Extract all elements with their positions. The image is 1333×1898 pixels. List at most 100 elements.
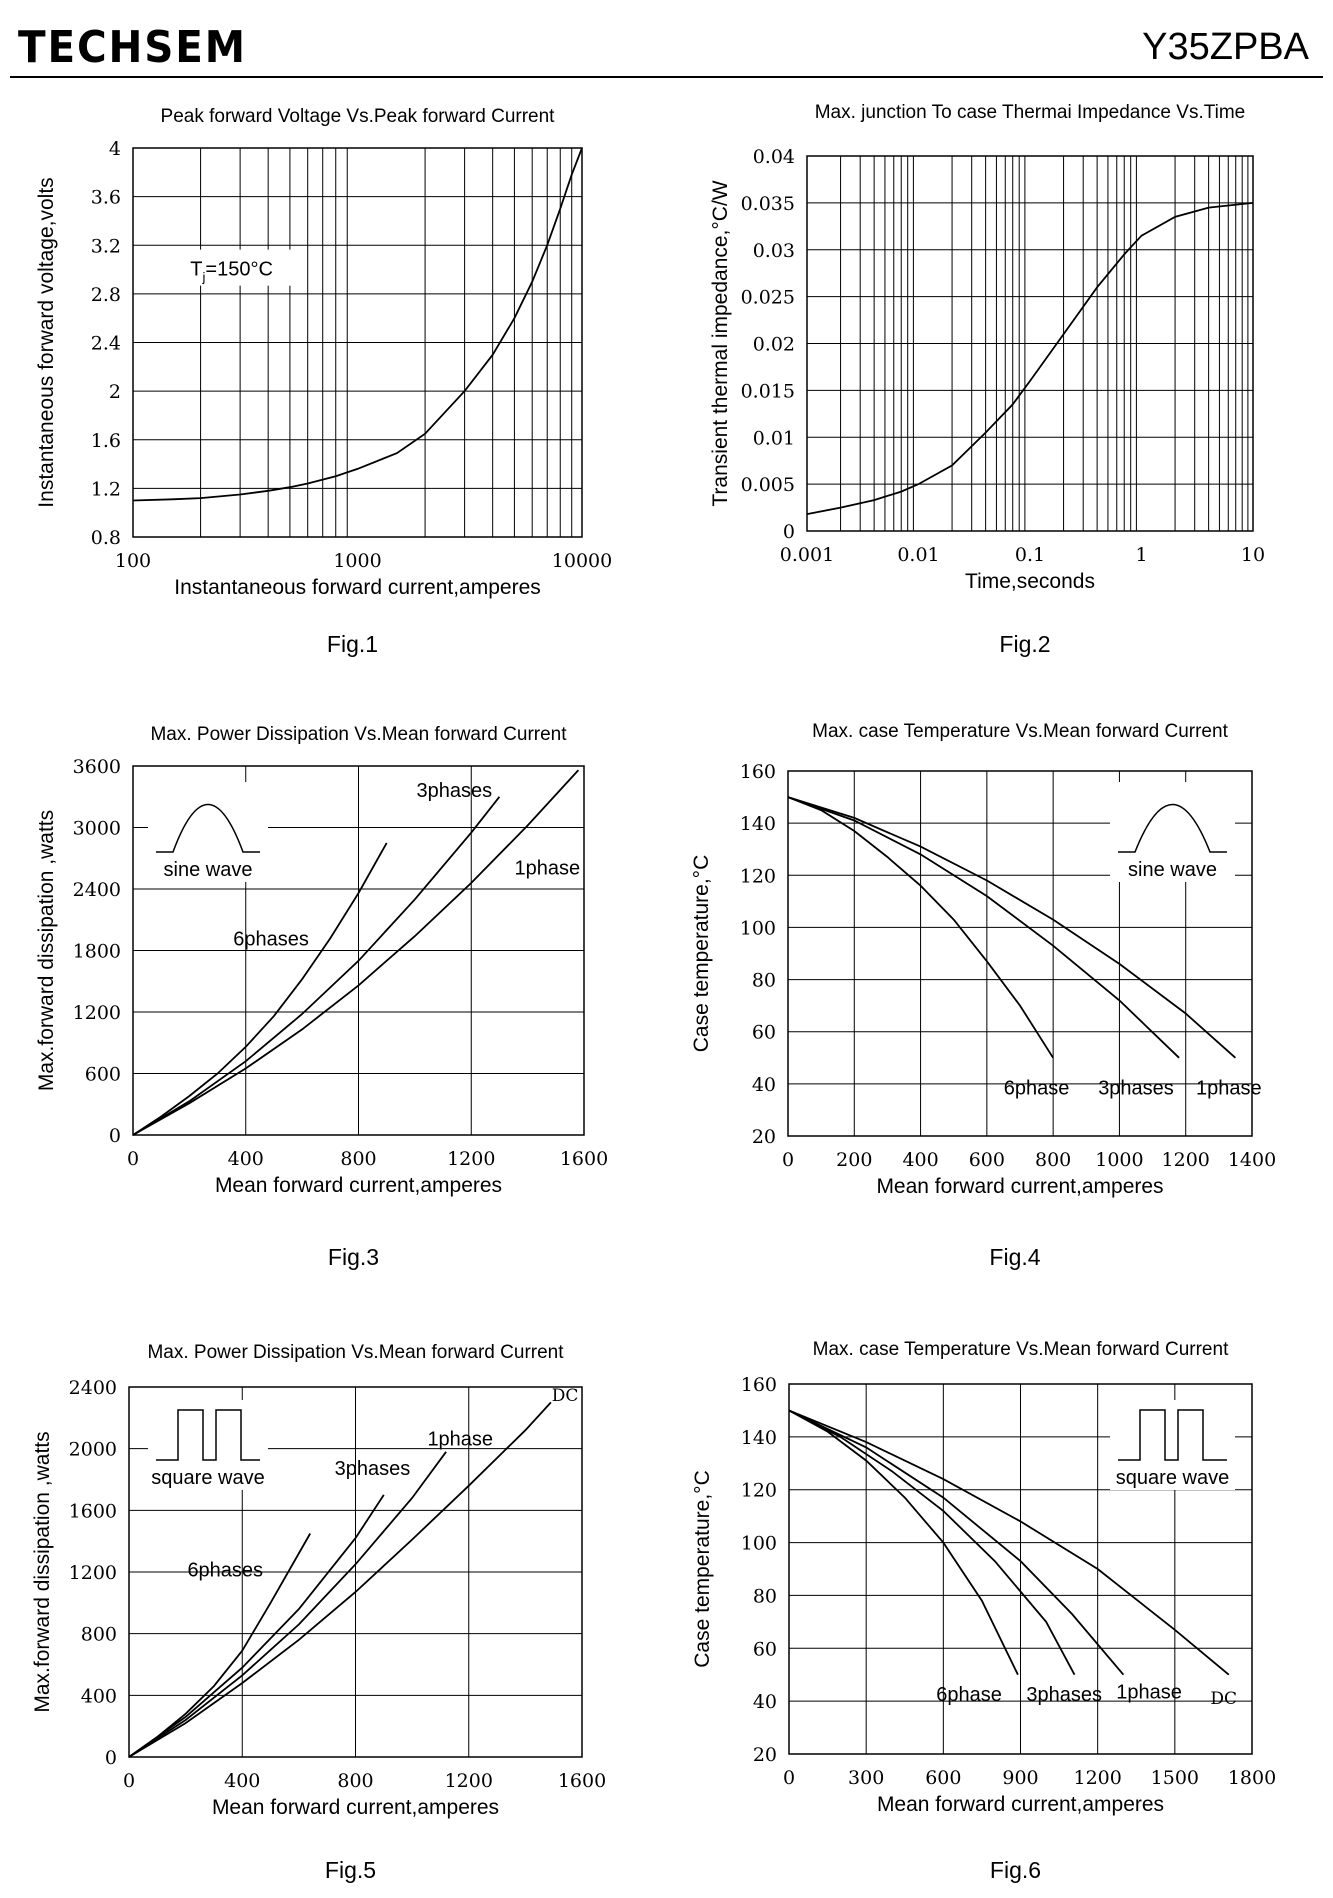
chart-title: Max. Power Dissipation Vs.Mean forward C…: [150, 724, 567, 745]
x-tick-label: 1200: [445, 1770, 493, 1792]
y-tick-label: 0.03: [753, 240, 795, 262]
annotation-text: Tj=150°C: [190, 259, 273, 285]
x-tick-label: 0.001: [780, 544, 834, 566]
plot-frame: [787, 770, 1253, 1137]
y-tick-label: 1800: [73, 941, 121, 963]
chart-title: Peak forward Voltage Vs.Peak forward Cur…: [161, 106, 556, 127]
fig3-chart: sine wave 6phases 3phases 1phase 0 400 800 1200…: [35, 724, 608, 1270]
fig6-chart: square wave 6phase 3phases 1phase DC 0 300 600 9…: [691, 1339, 1276, 1883]
y-axis-label: Case temperature,°C: [691, 1470, 714, 1667]
chart-title: Max. Power Dissipation Vs.Mean forward C…: [147, 1342, 564, 1363]
series-label: 3phases: [335, 1458, 411, 1480]
y-tick-label: 20: [752, 1126, 776, 1148]
y-tick-label: 160: [741, 1374, 777, 1396]
x-axis-label: Mean forward current,amperes: [212, 1796, 499, 1819]
y-tick-label: 1600: [69, 1500, 117, 1522]
x-tick-label: 600: [925, 1767, 961, 1789]
series-label: 1phase: [1196, 1077, 1262, 1099]
y-tick-label: 0.025: [741, 287, 795, 309]
y-tick-label: 40: [752, 1074, 776, 1096]
series-label: 1phase: [1116, 1682, 1182, 1704]
x-tick-label: 10000: [552, 550, 612, 572]
y-tick-label: 140: [741, 1427, 777, 1449]
y-tick-label: 3600: [73, 756, 121, 778]
series-line-6phase: [788, 1409, 1019, 1676]
y-tick-label: 40: [753, 1691, 777, 1713]
y-tick-label: 140: [740, 813, 776, 835]
series-line-1phase: [132, 769, 580, 1136]
y-tick-label: 160: [740, 761, 776, 783]
plot-frame: [132, 765, 585, 1136]
y-tick-label: 0.8: [91, 527, 121, 549]
y-axis-label: Transient thermal impedance,°C/W: [709, 180, 732, 506]
x-tick-label: 0: [123, 1770, 135, 1792]
y-tick-label: 0.015: [741, 380, 795, 402]
y-tick-label: 0.035: [741, 193, 795, 215]
annotation-background: [182, 249, 293, 286]
y-tick-label: 1.6: [91, 430, 121, 452]
y-tick-label: 2: [109, 381, 121, 403]
series-label: 6phase: [936, 1684, 1002, 1706]
y-tick-label: 0: [783, 521, 795, 543]
y-tick-label: 400: [81, 1685, 117, 1707]
y-tick-label: 2.8: [91, 284, 121, 306]
x-tick-label: 900: [1002, 1767, 1038, 1789]
inset-label: sine wave: [164, 859, 253, 881]
y-tick-label: 100: [741, 1533, 777, 1555]
x-tick-label: 300: [848, 1767, 884, 1789]
x-tick-label: 1600: [558, 1770, 606, 1792]
series-line-DC: [128, 1401, 552, 1758]
x-tick-label: 800: [1035, 1149, 1071, 1171]
x-tick-label: 600: [969, 1149, 1005, 1171]
y-tick-label: 1200: [69, 1562, 117, 1584]
y-tick-label: 0.005: [741, 474, 795, 496]
series-line-curve: [132, 147, 583, 502]
series-line-3phases: [788, 1409, 1076, 1676]
y-tick-label: 60: [752, 1022, 776, 1044]
y-tick-label: 2400: [69, 1377, 117, 1399]
sine-wave-icon: [156, 804, 260, 853]
header-rule: [10, 76, 1323, 78]
y-tick-label: 3000: [73, 818, 121, 840]
chart-title: Max. case Temperature Vs.Mean forward Cu…: [813, 1339, 1229, 1360]
fig5-chart: square wave 6phases 3phases 1phase DC 0 400 800…: [31, 1342, 606, 1883]
x-tick-label: 800: [337, 1770, 373, 1792]
plot-frame: [128, 1386, 583, 1758]
y-tick-label: 120: [741, 1480, 777, 1502]
inset-label: sine wave: [1128, 859, 1217, 881]
y-tick-label: 0.01: [753, 427, 795, 449]
brand-logo-text: TECHSEM: [18, 22, 247, 73]
x-tick-label: 1200: [1162, 1149, 1210, 1171]
y-axis-label: Max.forward dissipation ,watts: [31, 1431, 54, 1712]
series-line-1phase: [787, 796, 1236, 1059]
series-label: 1phase: [515, 858, 581, 880]
x-tick-label: 1400: [1228, 1149, 1276, 1171]
y-tick-label: 100: [740, 917, 776, 939]
series-label: 6phases: [187, 1560, 263, 1582]
series-line-curve: [806, 202, 1254, 515]
y-tick-label: 800: [81, 1624, 117, 1646]
series-label: 3phases: [1098, 1077, 1174, 1099]
y-tick-label: 80: [753, 1585, 777, 1607]
inset-background: [148, 782, 268, 882]
figure-caption: Fig.3: [328, 1244, 379, 1270]
chart-title: Max. case Temperature Vs.Mean forward Cu…: [812, 721, 1228, 742]
x-tick-label: 800: [340, 1148, 376, 1170]
x-tick-label: 1200: [447, 1148, 495, 1170]
x-axis-label: Mean forward current,amperes: [877, 1793, 1164, 1816]
square-wave-icon: [156, 1409, 260, 1461]
chart-title: Max. junction To case Thermai Impedance …: [815, 102, 1246, 123]
plot-frame: [788, 1383, 1253, 1755]
series-line-6phase: [787, 796, 1054, 1059]
y-tick-label: 20: [753, 1744, 777, 1766]
x-tick-label: 10: [1241, 544, 1265, 566]
plot-frame: [132, 147, 583, 538]
part-number: Y35ZPBA: [1142, 26, 1309, 68]
x-tick-label: 1600: [560, 1148, 608, 1170]
series-label: 6phase: [1004, 1077, 1070, 1099]
y-axis-label: Case temperature,°C: [690, 855, 713, 1052]
inset-label: square wave: [151, 1467, 264, 1489]
series-label: 6phases: [233, 928, 309, 950]
y-tick-label: 0.04: [753, 146, 795, 168]
